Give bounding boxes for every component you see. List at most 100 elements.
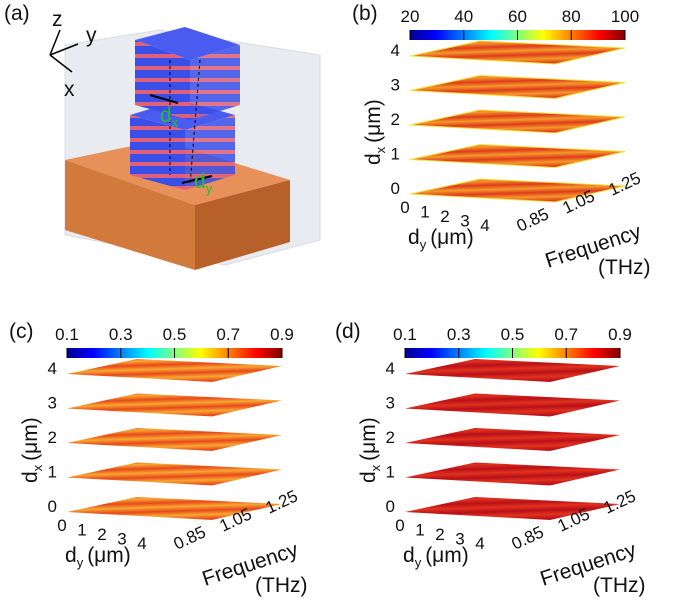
dx-tick-label: 4 — [48, 359, 57, 378]
colorbar-tick-label: 0.7 — [216, 325, 240, 344]
slice — [409, 143, 626, 169]
dx-tick-label: 2 — [48, 428, 57, 447]
label-sub: y — [415, 555, 422, 570]
label-base: d — [65, 544, 77, 567]
slice — [67, 393, 282, 417]
panel-label: (a) — [4, 2, 30, 25]
slice — [405, 497, 620, 520]
dy-tick-label: 4 — [480, 216, 489, 235]
dx-axis-label: dx (μm) — [19, 417, 45, 483]
slice — [405, 359, 620, 382]
slice — [67, 462, 282, 486]
dy-axis-label: dy (μm) — [403, 544, 469, 570]
dx-tick-label: 1 — [391, 145, 400, 164]
dx-label: dx — [160, 104, 179, 130]
dx-axis-label: dx (μm) — [362, 99, 388, 165]
colorbar-tick-label: 0.9 — [270, 325, 294, 344]
freq-tick-label: 1.25 — [601, 486, 639, 517]
axis-z: z — [52, 8, 63, 31]
label-base: d — [408, 226, 420, 249]
dy-tick-label: 0 — [400, 198, 409, 217]
label-sub: y — [420, 237, 427, 252]
panel-label: (b) — [352, 2, 378, 25]
dx-tick-label: 1 — [386, 463, 395, 482]
dy-label: dy — [194, 170, 213, 196]
dy-tick-label: 2 — [97, 525, 106, 544]
dy-tick-label: 2 — [440, 207, 449, 226]
label-base: d — [403, 544, 415, 567]
dx-tick-label: 1 — [48, 463, 57, 482]
dx-tick-label: 4 — [386, 359, 395, 378]
label-unit: (μm) — [87, 544, 131, 567]
axis-x: x — [64, 78, 75, 101]
slice — [409, 178, 626, 203]
label-sub: x — [30, 464, 45, 471]
freq-tick-label: 1.25 — [263, 486, 301, 517]
dy-tick-label: 3 — [117, 530, 126, 549]
label-base: d — [19, 471, 42, 483]
dx-tick-label: 3 — [391, 76, 400, 95]
colorbar-tick-label: 20 — [401, 7, 420, 26]
slice — [409, 109, 626, 134]
label-unit: (μm) — [357, 417, 380, 461]
label-base: d — [357, 471, 380, 483]
slice — [409, 40, 626, 65]
dy-axis-label: dy (μm) — [408, 226, 474, 252]
freq-tick-label: 0.85 — [514, 204, 552, 235]
dy-tick-label: 1 — [420, 203, 429, 222]
colorbar-tick-label: 100 — [611, 7, 639, 26]
dy-tick-label: 0 — [395, 516, 404, 535]
colorbar-tick-label: 0.5 — [163, 325, 187, 344]
dx-axis-label: dx (μm) — [357, 417, 383, 483]
label-base: d — [362, 153, 385, 165]
dx-tick-label: 0 — [391, 179, 400, 198]
dy-tick-label: 0 — [57, 516, 66, 535]
freq-unit-label: (THz) — [255, 574, 307, 597]
label-sub: x — [368, 464, 383, 471]
panel-label: (c) — [9, 320, 34, 343]
axis-y: y — [86, 24, 97, 47]
freq-unit-label: (THz) — [598, 256, 650, 279]
dy-tick-label: 1 — [415, 521, 424, 540]
colorbar-tick-label: 0.9 — [608, 325, 632, 344]
slice — [409, 74, 626, 100]
colorbar-tick-label: 0.5 — [501, 325, 525, 344]
colorbar-tick-label: 0.3 — [447, 325, 471, 344]
dy-tick-label: 3 — [455, 530, 464, 549]
dx-tick-label: 0 — [48, 497, 57, 516]
colorbar-tick-label: 0.3 — [109, 325, 133, 344]
slice — [405, 393, 620, 417]
slice — [67, 497, 282, 520]
dy-tick-label: 2 — [435, 525, 444, 544]
freq-tick-label: 0.85 — [509, 522, 547, 553]
label-sub: y — [206, 181, 213, 196]
dx-tick-label: 3 — [386, 394, 395, 413]
dx-tick-label: 2 — [386, 428, 395, 447]
colorbar-tick-label: 80 — [562, 7, 581, 26]
dy-tick-label: 1 — [77, 521, 86, 540]
dy-tick-label: 4 — [475, 534, 484, 553]
dx-tick-label: 2 — [391, 110, 400, 129]
dy-tick-label: 3 — [460, 212, 469, 231]
label-sub: y — [77, 555, 84, 570]
freq-unit-label: (THz) — [593, 574, 645, 597]
freq-tick-label: 1.25 — [606, 168, 644, 199]
colorbar-tick-label: 60 — [508, 7, 527, 26]
colorbar-tick-label: 0.1 — [393, 325, 417, 344]
schematic — [49, 27, 321, 270]
dx-tick-label: 4 — [391, 41, 400, 60]
colorbar-tick-label: 40 — [454, 7, 473, 26]
dy-axis-label: dy (μm) — [65, 544, 131, 570]
slice — [405, 462, 620, 486]
label-sub: x — [373, 146, 388, 153]
label-unit: (μm) — [19, 417, 42, 461]
dx-tick-label: 3 — [48, 394, 57, 413]
colorbar-tick-label: 0.7 — [554, 325, 578, 344]
colorbar-tick-label: 0.1 — [55, 325, 79, 344]
label-base: d — [194, 170, 206, 193]
label-sub: x — [172, 115, 179, 130]
dy-tick-label: 4 — [137, 534, 146, 553]
